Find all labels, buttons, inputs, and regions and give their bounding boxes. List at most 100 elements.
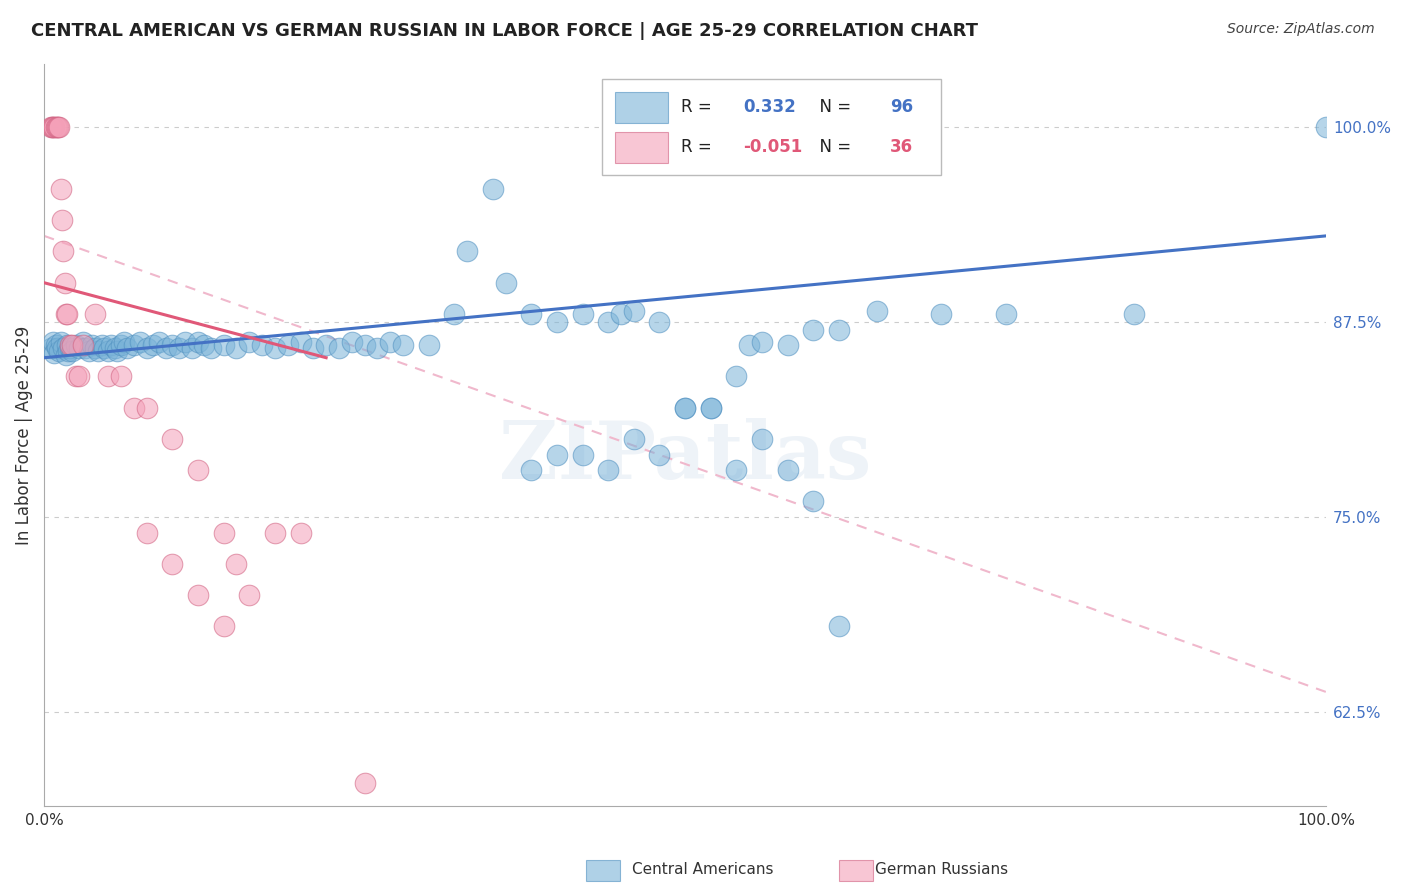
Point: [392, 338, 415, 352]
Point: [48, 344, 70, 359]
Point: [263, 525, 285, 540]
Point: [751, 335, 773, 350]
Point: [45, 120, 67, 134]
Text: 0.332: 0.332: [742, 98, 796, 116]
Text: R =: R =: [682, 138, 717, 156]
Point: [187, 335, 209, 350]
Point: [90, 338, 112, 352]
Point: [353, 775, 375, 789]
Point: [56, 338, 79, 352]
Point: [55, 307, 77, 321]
Point: [340, 335, 363, 350]
Point: [290, 335, 312, 350]
Point: [418, 338, 440, 352]
Point: [46, 120, 69, 134]
Point: [250, 338, 273, 352]
Point: [495, 276, 517, 290]
Point: [610, 307, 633, 321]
Point: [55, 348, 77, 362]
Point: [110, 338, 132, 352]
Point: [167, 342, 190, 356]
Point: [225, 557, 247, 571]
Point: [97, 369, 120, 384]
Point: [623, 432, 645, 446]
Point: [212, 619, 235, 633]
Point: [112, 335, 135, 350]
Point: [801, 494, 824, 508]
Point: [366, 342, 388, 356]
Text: ZIPatlas: ZIPatlas: [499, 418, 872, 496]
Point: [648, 448, 671, 462]
Point: [200, 342, 222, 356]
Point: [72, 338, 94, 352]
Point: [380, 335, 402, 350]
Text: 36: 36: [890, 138, 914, 156]
Point: [65, 338, 87, 352]
Point: [187, 463, 209, 477]
Point: [571, 307, 593, 321]
Point: [673, 401, 696, 415]
Point: [93, 342, 115, 356]
Y-axis label: In Labor Force | Age 25-29: In Labor Force | Age 25-29: [15, 326, 32, 545]
FancyBboxPatch shape: [614, 132, 668, 162]
Point: [60, 344, 83, 359]
Point: [122, 338, 145, 352]
Point: [60, 338, 83, 352]
Point: [39, 120, 62, 134]
Point: [1315, 120, 1337, 134]
Point: [72, 335, 94, 350]
Point: [290, 525, 312, 540]
Point: [193, 338, 215, 352]
Point: [520, 463, 543, 477]
Text: -0.051: -0.051: [742, 138, 801, 156]
Point: [673, 401, 696, 415]
Point: [866, 303, 889, 318]
Point: [104, 342, 127, 356]
Point: [725, 369, 748, 384]
Point: [87, 344, 110, 359]
Point: [45, 338, 67, 352]
Point: [44, 346, 66, 360]
Point: [699, 401, 721, 415]
Point: [129, 335, 152, 350]
Point: [42, 120, 65, 134]
Point: [67, 342, 90, 356]
Point: [180, 342, 202, 356]
Point: [56, 307, 79, 321]
Point: [302, 342, 325, 356]
Point: [571, 448, 593, 462]
Text: German Russians: German Russians: [876, 863, 1008, 877]
Point: [623, 303, 645, 318]
Point: [53, 276, 76, 290]
Point: [520, 307, 543, 321]
Point: [277, 338, 299, 352]
Point: [162, 432, 184, 446]
Point: [52, 342, 75, 356]
Point: [648, 315, 671, 329]
Point: [100, 338, 122, 352]
Point: [75, 342, 97, 356]
Point: [187, 588, 209, 602]
Point: [67, 369, 90, 384]
Point: [97, 344, 120, 359]
Text: N =: N =: [810, 98, 856, 116]
Point: [994, 307, 1017, 321]
Point: [725, 463, 748, 477]
Point: [80, 338, 103, 352]
Point: [58, 344, 80, 359]
Point: [162, 557, 184, 571]
Point: [48, 120, 70, 134]
Point: [443, 307, 465, 321]
Point: [481, 182, 503, 196]
Point: [45, 342, 67, 356]
Point: [212, 525, 235, 540]
Point: [801, 323, 824, 337]
Point: [51, 213, 73, 227]
Point: [155, 342, 177, 356]
Text: R =: R =: [682, 98, 717, 116]
Text: 96: 96: [890, 98, 914, 116]
Point: [828, 323, 851, 337]
Point: [546, 315, 568, 329]
Point: [776, 463, 799, 477]
Point: [546, 448, 568, 462]
